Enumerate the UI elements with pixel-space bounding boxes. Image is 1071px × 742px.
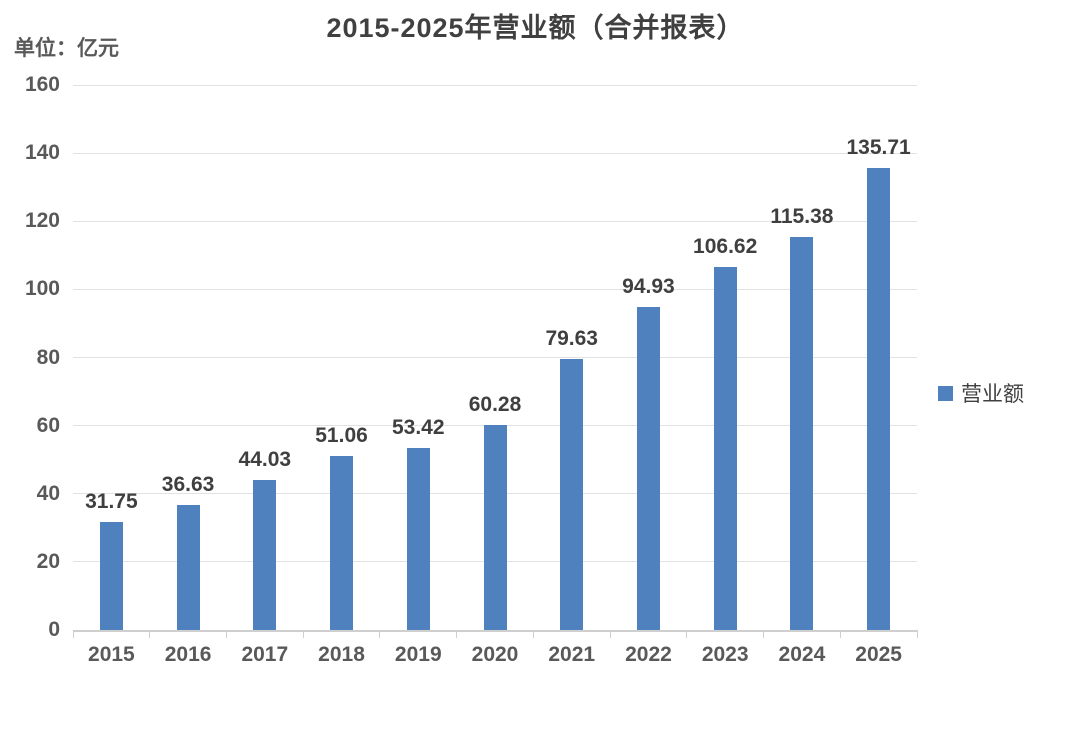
bar-data-label: 53.42: [391, 416, 445, 440]
bar-data-label: 36.63: [161, 473, 215, 497]
x-axis-tick-label: 2022: [625, 643, 672, 666]
y-axis-tick-label: 0: [48, 618, 60, 641]
bar-2025: [867, 167, 891, 630]
x-axis-tick: [532, 630, 534, 638]
bar-2016: [176, 505, 200, 630]
x-axis-tick-label: 2020: [471, 643, 519, 666]
gridline: [73, 220, 917, 222]
x-axis-tick-label: 2018: [318, 643, 365, 666]
y-axis-tick-label: 160: [24, 73, 60, 96]
x-axis-tick-label: 2019: [394, 643, 442, 666]
gridline: [73, 152, 917, 154]
bar-data-label: 115.38: [770, 205, 834, 228]
plot-area: 31.75 2015 36.63 2016 44.03 2017 51.06 2018 53.4…: [72, 84, 918, 666]
y-axis-tick-label: 80: [36, 345, 60, 369]
bar-2020: [483, 424, 507, 630]
bar-data-label: 31.75: [85, 489, 138, 513]
y-axis-tick-label: 20: [36, 549, 60, 573]
x-axis-tick: [225, 630, 227, 638]
x-axis-tick-label: 2016: [164, 643, 212, 666]
x-axis-tick-label: 2021: [548, 643, 596, 666]
bar-data-label: 79.63: [545, 326, 598, 350]
x-axis-tick: [916, 630, 918, 638]
x-axis-tick: [149, 630, 151, 638]
x-axis-tick-label: 2015: [88, 643, 135, 666]
bar-2015: [99, 521, 123, 630]
legend: 营业额: [938, 378, 1024, 408]
bar-2021: [560, 358, 584, 630]
bar-2018: [330, 456, 354, 630]
bar-2023: [713, 266, 737, 630]
legend-swatch-icon: [938, 385, 953, 401]
bar-data-label: 44.03: [238, 448, 292, 472]
bar-data-label: 60.28: [468, 392, 522, 416]
y-axis-tick-label: 120: [24, 209, 60, 233]
x-axis-tick: [686, 630, 688, 638]
x-axis-tick-label: 2024: [778, 643, 826, 666]
y-axis-tick-label: 40: [36, 481, 60, 505]
bar-data-label: 135.71: [846, 135, 911, 159]
y-axis-tick-label: 60: [36, 413, 60, 437]
y-axis-tick-label: 140: [24, 141, 60, 165]
x-axis-tick-label: 2025: [855, 643, 902, 666]
x-axis-tick: [72, 630, 74, 638]
gridline: [73, 84, 917, 86]
x-axis-tick: [609, 630, 611, 638]
chart-title: 2015-2025年营业额（合并报表）: [326, 13, 745, 43]
bar-2024: [790, 237, 814, 630]
bar-data-label: 94.93: [622, 274, 675, 298]
x-axis-tick: [456, 630, 458, 638]
legend-label: 营业额: [961, 383, 1024, 406]
x-axis-tick-label: 2017: [241, 643, 289, 666]
bar-2017: [253, 480, 277, 630]
bar-2019: [406, 448, 430, 630]
gridline: [73, 288, 917, 290]
bar-data-label: 51.06: [315, 424, 368, 448]
x-axis-tick: [379, 630, 381, 638]
x-axis-tick: [839, 630, 841, 638]
bar-data-label: 106.62: [693, 234, 758, 258]
unit-label: 单位：亿元: [14, 37, 119, 60]
x-axis-tick: [302, 630, 304, 638]
x-axis-tick: [763, 630, 765, 638]
gridline: [73, 357, 917, 358]
x-axis-tick-label: 2023: [701, 643, 749, 666]
bar-2022: [636, 306, 660, 630]
y-axis-tick-label: 100: [24, 277, 60, 301]
